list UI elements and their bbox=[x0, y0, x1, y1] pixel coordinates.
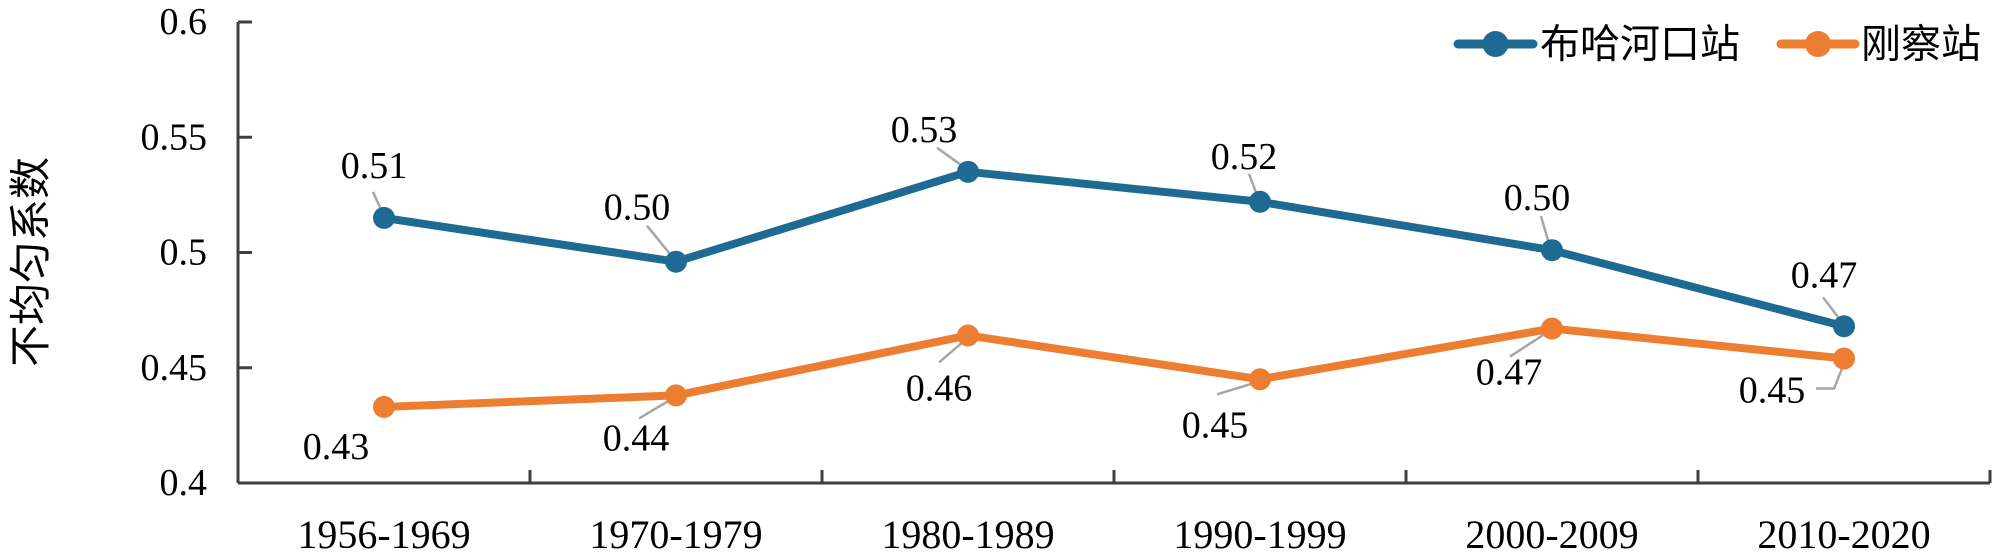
x-tick-label: 2010-2020 bbox=[1757, 512, 1930, 553]
data-point bbox=[1833, 315, 1855, 338]
x-tick-label: 1980-1989 bbox=[881, 512, 1054, 553]
legend-marker bbox=[1805, 31, 1831, 57]
data-label: 0.46 bbox=[906, 367, 973, 409]
legend-label: 布哈河口站 bbox=[1540, 22, 1740, 67]
data-point bbox=[1541, 239, 1563, 262]
x-tick-label: 1956-1969 bbox=[297, 512, 470, 553]
data-point bbox=[1249, 190, 1271, 213]
data-point bbox=[373, 206, 395, 229]
data-label: 0.52 bbox=[1211, 136, 1278, 178]
data-point bbox=[665, 250, 687, 273]
data-point bbox=[1541, 317, 1563, 340]
label-leader-line bbox=[1816, 363, 1846, 390]
legend-item: 布哈河口站 bbox=[1453, 22, 1740, 67]
data-point bbox=[373, 395, 395, 418]
data-label: 0.45 bbox=[1739, 370, 1806, 412]
data-label: 0.43 bbox=[303, 426, 370, 468]
y-axis-title: 不均匀系数 bbox=[9, 157, 55, 367]
legend-marker bbox=[1482, 31, 1509, 57]
label-leader-line bbox=[646, 224, 674, 259]
x-tick-label: 1970-1979 bbox=[589, 512, 762, 553]
data-label: 0.51 bbox=[341, 145, 408, 187]
y-tick-label: 0.5 bbox=[160, 232, 208, 274]
x-tick-label: 1990-1999 bbox=[1173, 512, 1346, 553]
data-label: 0.50 bbox=[1504, 177, 1571, 219]
x-tick-label: 2000-2009 bbox=[1465, 512, 1638, 553]
series-line-0 bbox=[380, 167, 1848, 331]
legend-label: 刚察站 bbox=[1861, 22, 1981, 67]
y-tick-label: 0.4 bbox=[160, 462, 208, 504]
data-label: 0.53 bbox=[891, 109, 958, 151]
data-point bbox=[1249, 368, 1271, 391]
legend-item: 刚察站 bbox=[1776, 22, 1981, 67]
data-point bbox=[957, 160, 979, 183]
data-point bbox=[665, 384, 687, 407]
y-tick-label: 0.6 bbox=[160, 1, 208, 43]
data-label: 0.50 bbox=[604, 187, 671, 229]
data-label: 0.44 bbox=[603, 417, 670, 459]
data-point bbox=[1833, 347, 1855, 370]
series-line-1 bbox=[380, 324, 1848, 411]
y-tick-label: 0.55 bbox=[141, 116, 208, 158]
label-leader-line bbox=[638, 398, 672, 420]
data-label: 0.45 bbox=[1182, 404, 1249, 446]
data-label: 0.47 bbox=[1791, 254, 1858, 296]
y-tick-label: 0.45 bbox=[141, 347, 208, 389]
data-label: 0.47 bbox=[1476, 352, 1543, 394]
data-point bbox=[957, 324, 979, 347]
